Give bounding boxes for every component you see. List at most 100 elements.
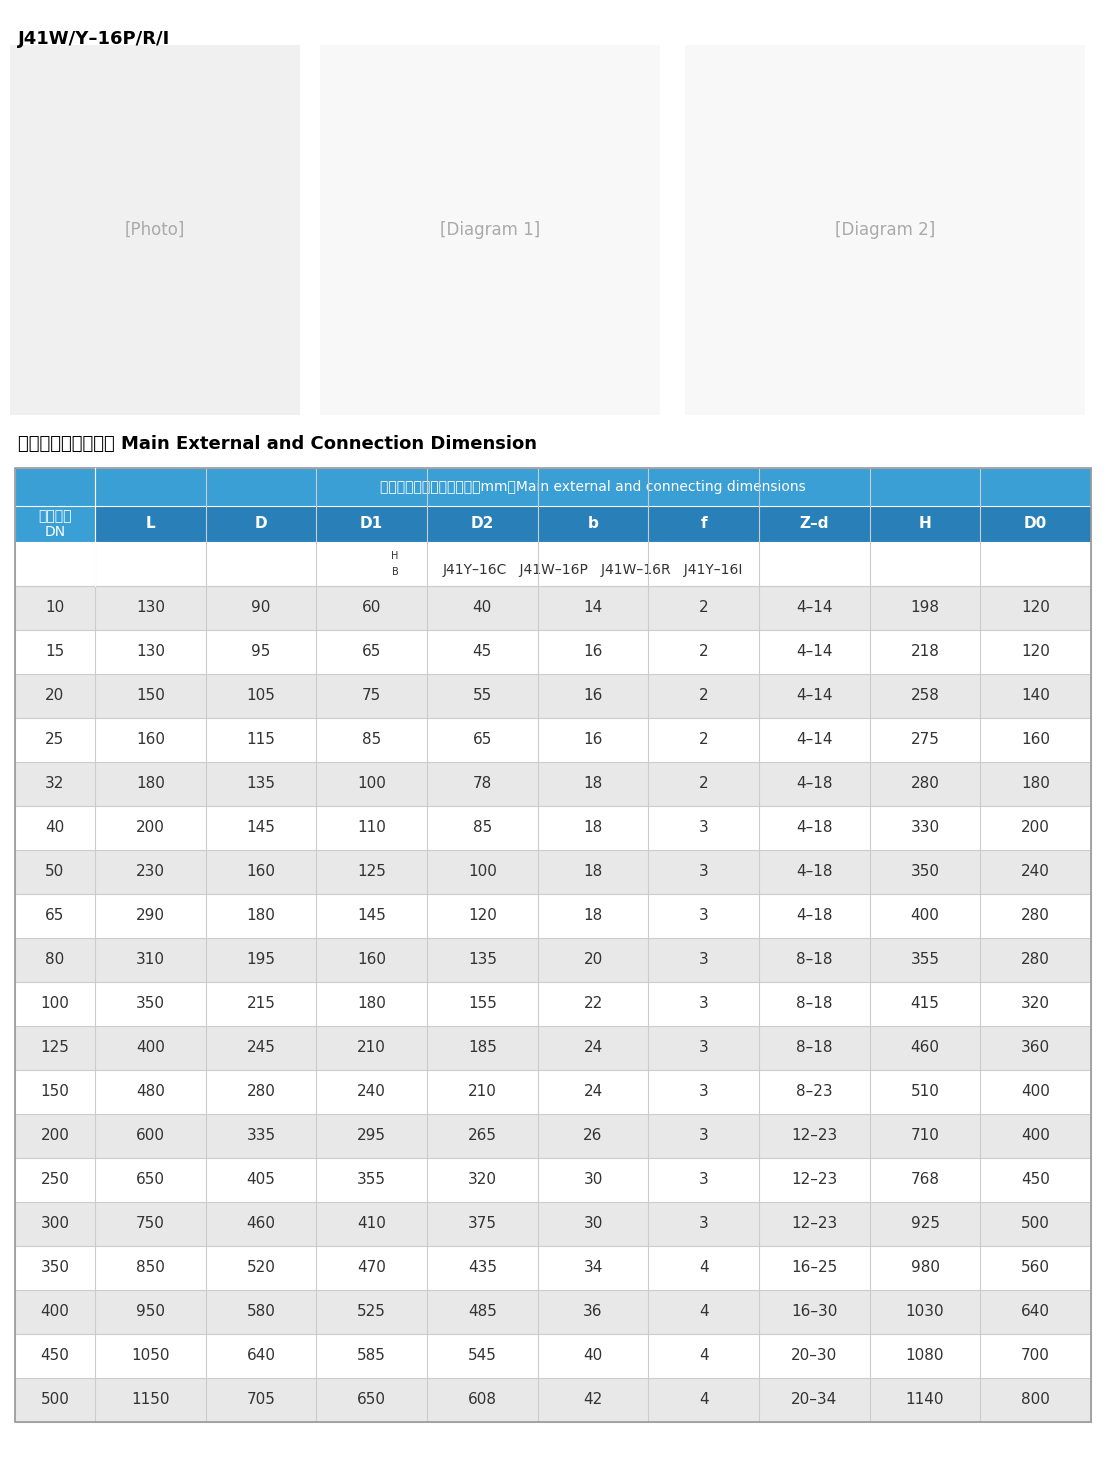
Text: 240: 240 <box>357 1085 386 1099</box>
Text: 16–30: 16–30 <box>791 1304 837 1319</box>
Bar <box>15 982 1091 1026</box>
Text: f: f <box>700 517 707 531</box>
Text: 1140: 1140 <box>906 1392 945 1407</box>
Text: 140: 140 <box>1021 688 1050 704</box>
Text: 115: 115 <box>247 732 275 748</box>
Text: 360: 360 <box>1021 1041 1051 1056</box>
Text: 160: 160 <box>357 953 386 968</box>
Text: 2: 2 <box>699 688 709 704</box>
Text: 4: 4 <box>699 1304 709 1319</box>
Text: 145: 145 <box>357 909 386 924</box>
Text: 110: 110 <box>357 820 386 836</box>
Text: 160: 160 <box>136 732 165 748</box>
Text: 2: 2 <box>699 600 709 615</box>
Text: 3: 3 <box>699 997 709 1012</box>
Text: 4: 4 <box>699 1392 709 1407</box>
Text: 210: 210 <box>468 1085 497 1099</box>
Text: 1080: 1080 <box>906 1348 945 1363</box>
Text: 12–23: 12–23 <box>791 1173 837 1187</box>
Text: 330: 330 <box>910 820 940 836</box>
Text: 195: 195 <box>247 953 275 968</box>
Text: 主要外形尺寸和连接尺寸（mm）Main external and connecting dimensions: 主要外形尺寸和连接尺寸（mm）Main external and connect… <box>380 480 806 493</box>
Text: 520: 520 <box>247 1261 275 1275</box>
Text: 980: 980 <box>910 1261 939 1275</box>
Text: 950: 950 <box>136 1304 165 1319</box>
Text: 320: 320 <box>468 1173 497 1187</box>
Text: 155: 155 <box>468 997 497 1012</box>
Text: 16: 16 <box>583 644 603 659</box>
Text: 295: 295 <box>357 1129 386 1143</box>
Text: 350: 350 <box>41 1261 70 1275</box>
Text: 16: 16 <box>583 688 603 704</box>
Text: 4–14: 4–14 <box>796 688 833 704</box>
Text: 3: 3 <box>699 953 709 968</box>
Text: 400: 400 <box>41 1304 70 1319</box>
Text: 32: 32 <box>45 776 64 792</box>
Text: 1050: 1050 <box>132 1348 169 1363</box>
Text: 40: 40 <box>45 820 64 836</box>
Text: 410: 410 <box>357 1217 386 1231</box>
Text: 135: 135 <box>247 776 275 792</box>
Bar <box>15 542 1091 586</box>
Text: 125: 125 <box>41 1041 70 1056</box>
Text: 120: 120 <box>1021 644 1050 659</box>
Bar <box>15 761 1091 807</box>
Text: Z–d: Z–d <box>800 517 830 531</box>
Text: 3: 3 <box>699 909 709 924</box>
Text: 300: 300 <box>41 1217 70 1231</box>
Text: 42: 42 <box>583 1392 603 1407</box>
Bar <box>15 1246 1091 1290</box>
Text: 45: 45 <box>472 644 492 659</box>
Text: 580: 580 <box>247 1304 275 1319</box>
Text: 355: 355 <box>910 953 939 968</box>
Text: 34: 34 <box>583 1261 603 1275</box>
Bar <box>15 1070 1091 1114</box>
Text: 24: 24 <box>583 1085 603 1099</box>
Text: 560: 560 <box>1021 1261 1051 1275</box>
Text: 3: 3 <box>699 1041 709 1056</box>
Bar <box>15 1114 1091 1158</box>
Text: 280: 280 <box>1021 909 1050 924</box>
Text: 480: 480 <box>136 1085 165 1099</box>
Text: 75: 75 <box>362 688 382 704</box>
Text: 95: 95 <box>251 644 271 659</box>
Text: 55: 55 <box>472 688 492 704</box>
Text: 130: 130 <box>136 644 165 659</box>
Text: 2: 2 <box>699 644 709 659</box>
Text: 12–23: 12–23 <box>791 1217 837 1231</box>
Text: 20: 20 <box>45 688 64 704</box>
Text: 160: 160 <box>1021 732 1051 748</box>
Text: 30: 30 <box>583 1173 603 1187</box>
Text: 290: 290 <box>136 909 165 924</box>
Text: 10: 10 <box>45 600 64 615</box>
Text: 585: 585 <box>357 1348 386 1363</box>
Text: 200: 200 <box>136 820 165 836</box>
Text: 8–23: 8–23 <box>796 1085 833 1099</box>
Bar <box>15 1158 1091 1202</box>
Text: 150: 150 <box>136 688 165 704</box>
Text: 450: 450 <box>1021 1173 1050 1187</box>
Text: 280: 280 <box>1021 953 1050 968</box>
Text: 160: 160 <box>247 865 275 880</box>
Text: 4: 4 <box>699 1261 709 1275</box>
Bar <box>15 1378 1091 1422</box>
Text: J41W/Y–16P/R/I: J41W/Y–16P/R/I <box>18 29 170 48</box>
Bar <box>95 507 1091 542</box>
Text: 375: 375 <box>468 1217 497 1231</box>
Bar <box>15 673 1091 717</box>
Text: 公称通径
DN: 公称通径 DN <box>39 509 72 539</box>
Text: 85: 85 <box>472 820 492 836</box>
Bar <box>15 807 1091 851</box>
Bar <box>15 468 1091 507</box>
Text: H: H <box>919 517 931 531</box>
Text: 4–18: 4–18 <box>796 909 833 924</box>
Text: 3: 3 <box>699 820 709 836</box>
Text: 350: 350 <box>910 865 939 880</box>
Text: 280: 280 <box>910 776 939 792</box>
Text: 405: 405 <box>247 1173 275 1187</box>
Text: 335: 335 <box>247 1129 275 1143</box>
Text: 240: 240 <box>1021 865 1050 880</box>
Text: 100: 100 <box>357 776 386 792</box>
Text: 18: 18 <box>583 909 603 924</box>
Text: 18: 18 <box>583 865 603 880</box>
